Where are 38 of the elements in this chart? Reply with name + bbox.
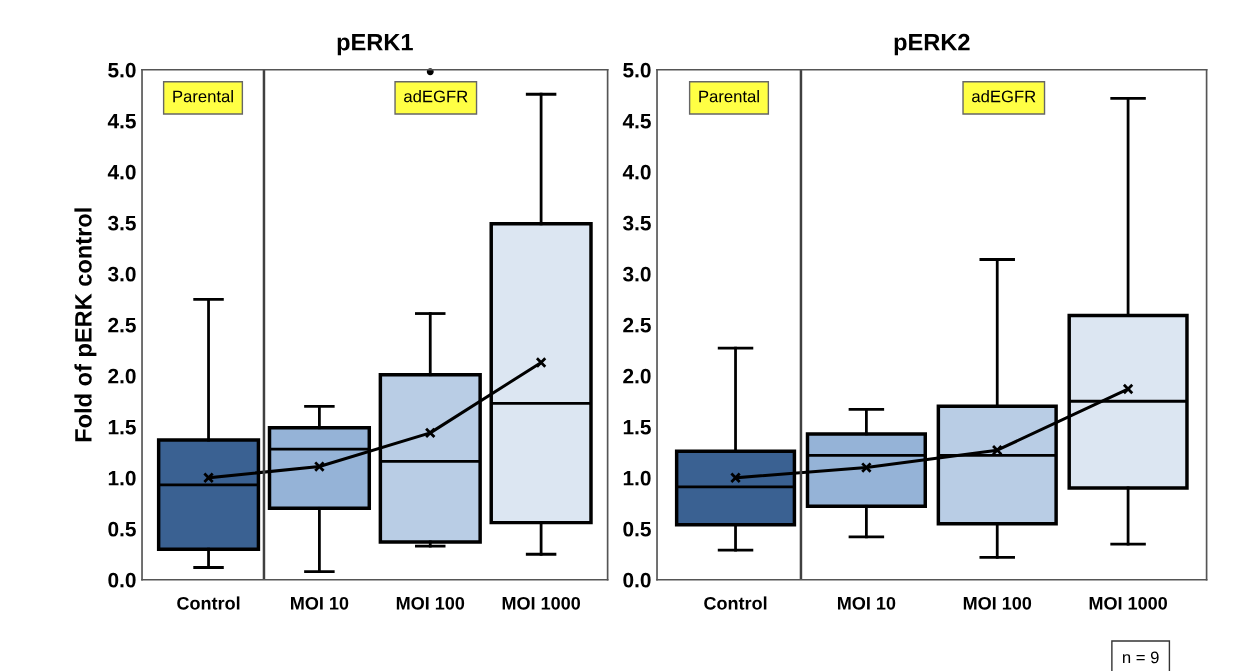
y-tick-label: 0.5 (623, 521, 651, 537)
y-tick-label: 1.5 (108, 419, 136, 435)
y-tick-label: 1.0 (623, 470, 651, 486)
chart-title: pERK1 (337, 34, 413, 56)
y-tick-label: 3.0 (107, 266, 136, 282)
x-tick-label: MOI 10 (291, 596, 349, 610)
x-tick-label: MOI 100 (396, 596, 465, 610)
y-tick-label: 0.5 (108, 521, 136, 537)
annotation: adEGFR (972, 90, 1036, 103)
x-tick-label: Control (177, 596, 240, 610)
y-tick-label: 2.0 (623, 368, 651, 384)
x-tick-label: MOI 10 (837, 596, 896, 610)
annotation: Parental (173, 90, 233, 103)
y-tick-label: 5.0 (108, 62, 136, 78)
text: n = 9 (1122, 651, 1159, 664)
y-tick-label: 3.5 (622, 215, 651, 231)
annotation: Parental (699, 90, 759, 103)
y-axis-title: Fold of pERK control (74, 208, 97, 442)
x-tick-label: MOI 1000 (502, 596, 581, 610)
x-tick-label: MOI 1000 (1089, 596, 1167, 610)
y-tick-label: 1.0 (108, 470, 136, 486)
y-tick-label: 0.0 (623, 572, 651, 588)
y-tick-label: 3.5 (107, 215, 136, 231)
y-tick-label: 4.5 (622, 114, 651, 129)
y-tick-label: 3.0 (622, 266, 651, 282)
x-tick-label: Control (704, 596, 767, 610)
y-tick-label: 2.5 (623, 317, 651, 333)
y-tick-label: 2.0 (108, 368, 136, 384)
y-tick-label: 1.5 (623, 419, 651, 435)
y-tick-label: 2.5 (108, 317, 136, 333)
y-tick-label: 4.5 (107, 114, 136, 129)
y-tick-label: 0.0 (108, 572, 136, 588)
y-tick-label: 4.0 (107, 164, 136, 180)
y-tick-label: 5.0 (623, 62, 651, 78)
chart-title: pERK2 (894, 33, 970, 56)
y-tick-label: 4.0 (622, 164, 651, 180)
x-tick-label: MOI 100 (963, 596, 1032, 610)
annotation: adEGFR (404, 90, 468, 103)
